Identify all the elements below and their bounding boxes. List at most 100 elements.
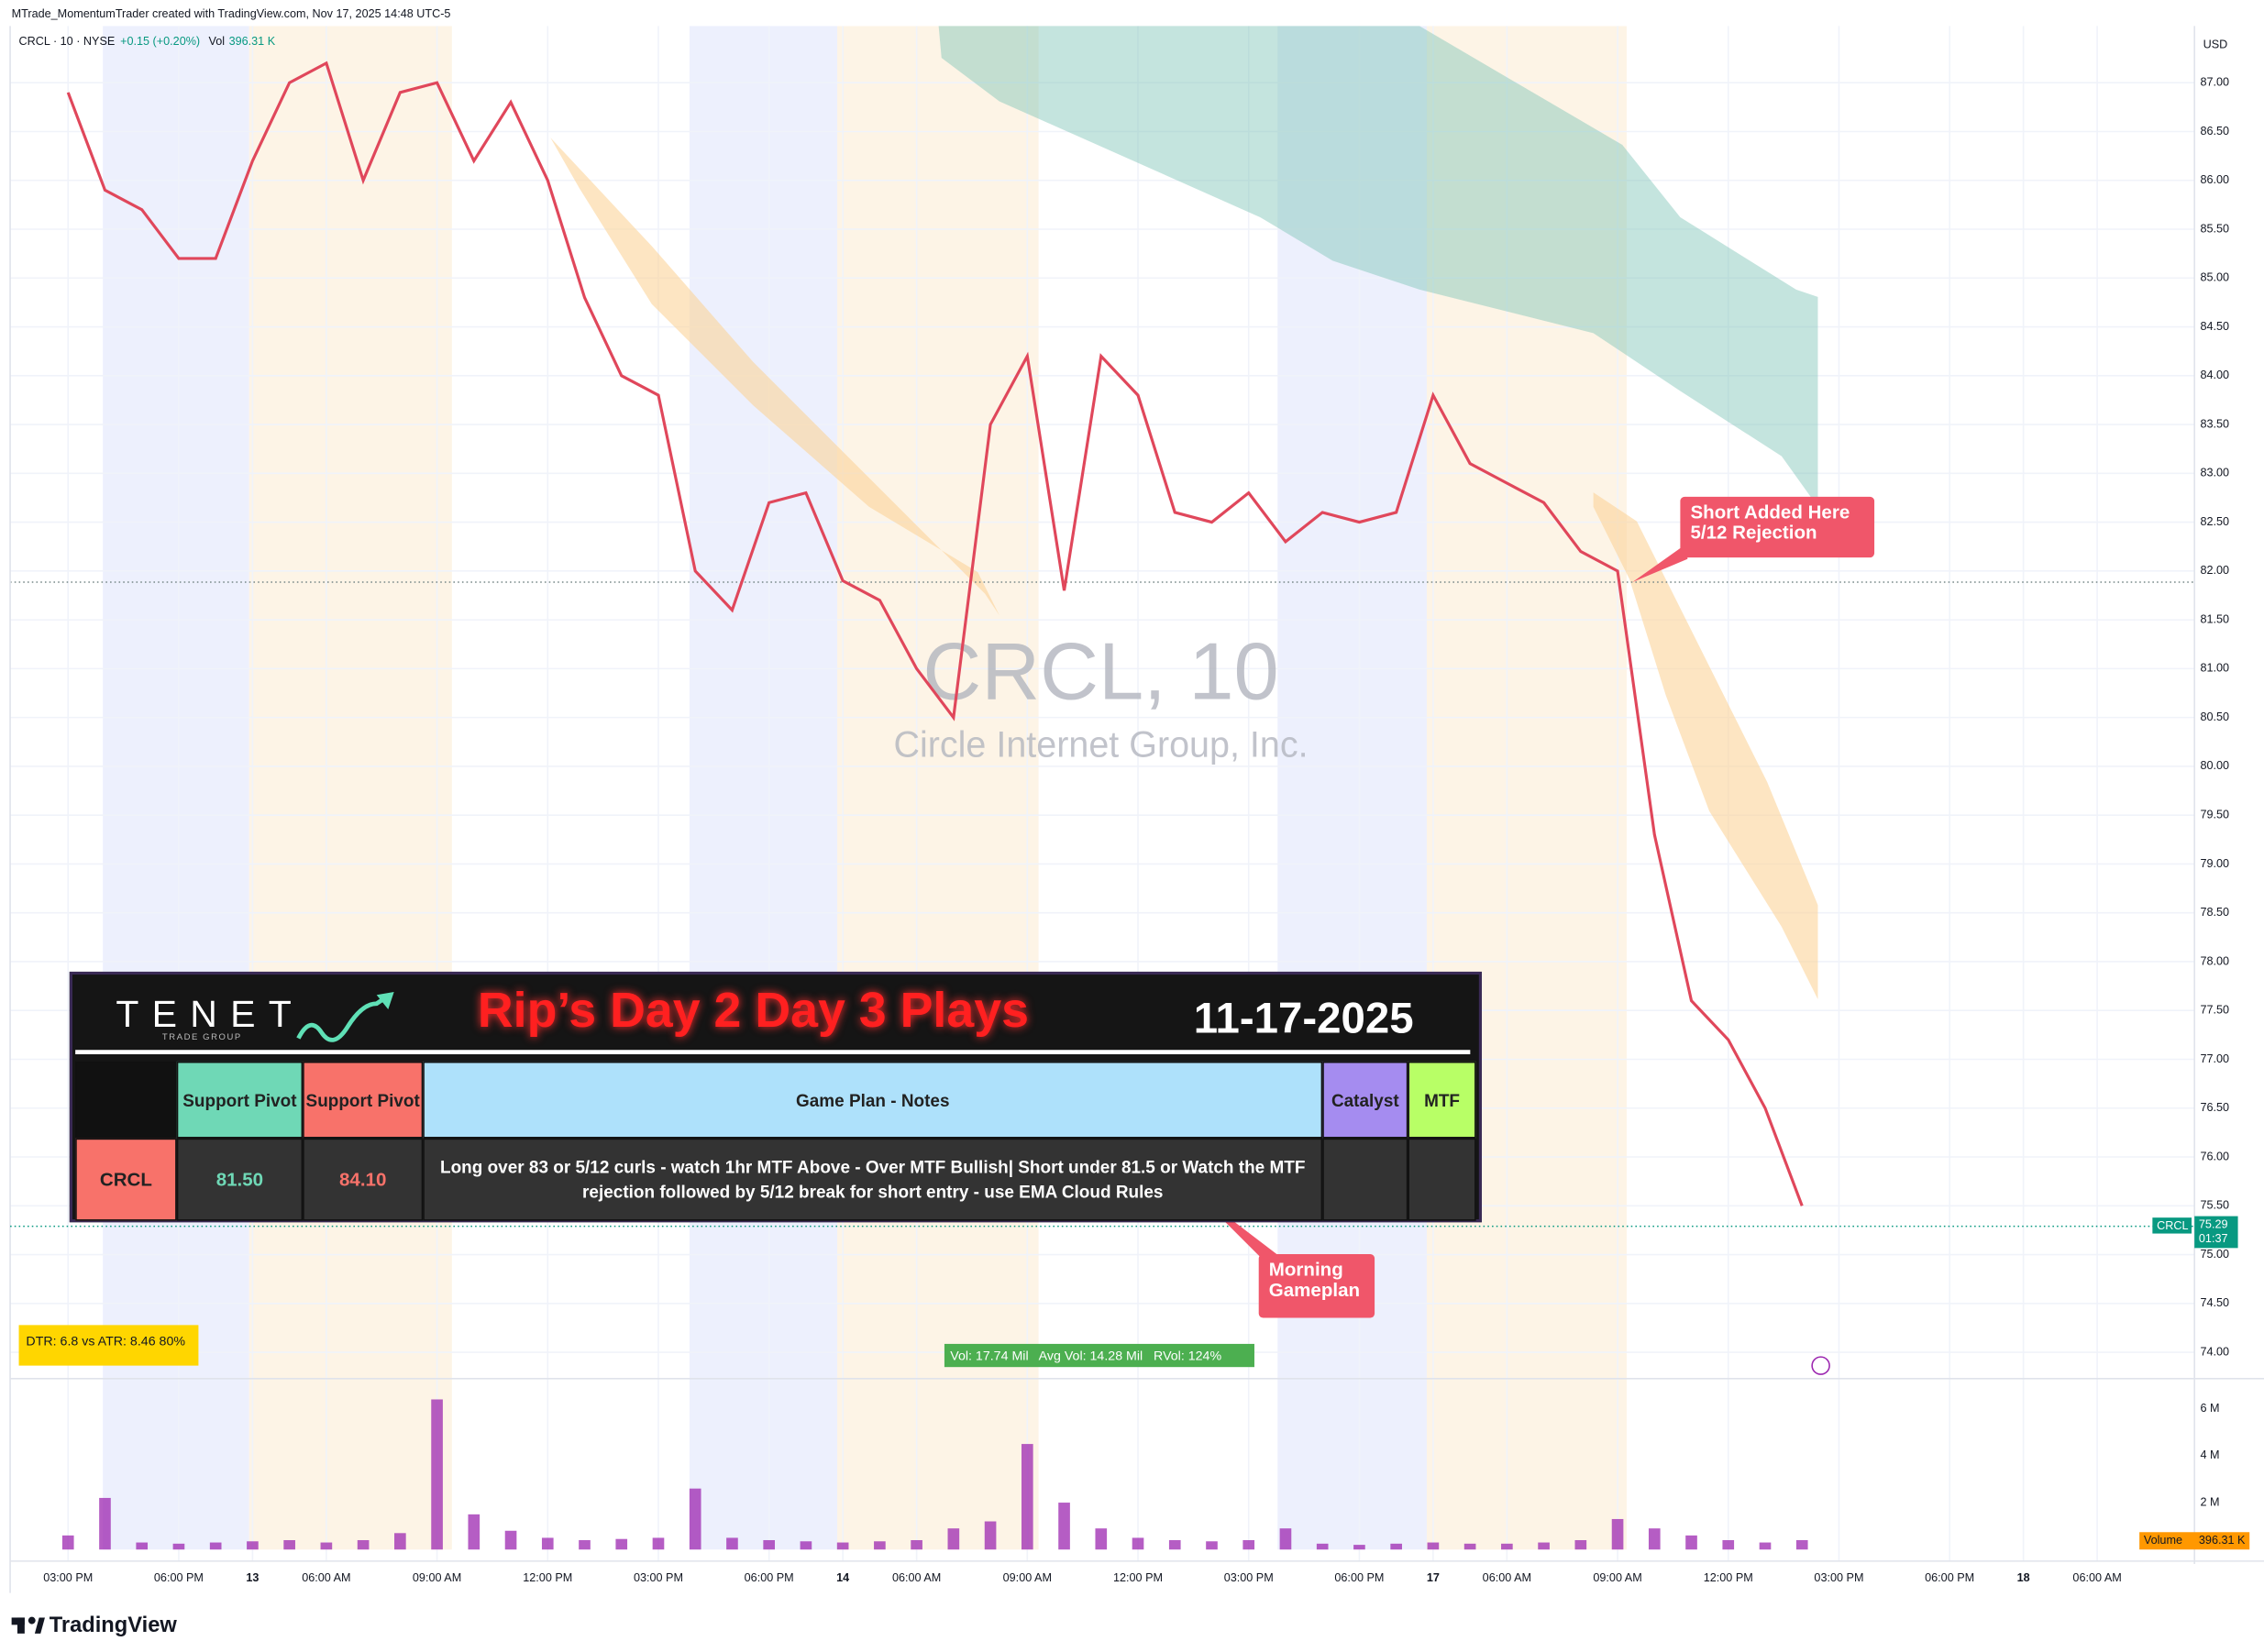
x-tick-label: 03:00 PM (1224, 1571, 1274, 1584)
y-tick-label: 76.50 (2200, 1101, 2229, 1114)
y-tick-label: 4 M (2200, 1448, 2219, 1461)
countdown: 01:37 (2199, 1232, 2228, 1245)
volume-bar (61, 1535, 74, 1550)
y-tick-label: 86.50 (2200, 125, 2229, 138)
volume-tag-value: 396.31 K (2199, 1534, 2246, 1547)
header-cell: Support Pivot (303, 1061, 424, 1139)
price-line (66, 61, 1804, 1206)
notes-cell: Long over 83 or 5/12 curls - watch 1hr M… (423, 1138, 1323, 1221)
x-tick-label: 06:00 PM (1925, 1571, 1974, 1584)
volume-bar (615, 1538, 628, 1550)
logo-arrow (296, 992, 394, 1042)
y-tick-label: 82.00 (2200, 564, 2229, 577)
header-cell (75, 1061, 177, 1139)
mtf-cell (1408, 1138, 1476, 1221)
volume-bar (726, 1537, 738, 1550)
y-tick-label: 81.50 (2200, 612, 2229, 625)
ticker-cell: CRCL (75, 1138, 177, 1221)
y-tick-label: 78.50 (2200, 906, 2229, 919)
logo-sub: TRADE GROUP (161, 1033, 242, 1043)
volume-bar (1279, 1528, 1292, 1550)
alert-icon (1811, 1356, 1830, 1375)
session-shade (103, 26, 249, 1550)
y-tick-label: 86.00 (2200, 173, 2229, 186)
ema-cloud (550, 138, 999, 616)
volume-bar (1316, 1543, 1329, 1550)
volume-bar (1206, 1541, 1218, 1550)
tradingview-logo (11, 1616, 45, 1634)
y-tick-label: 84.50 (2200, 320, 2229, 333)
currency: USD (2203, 38, 2228, 50)
x-tick-label: 14 (836, 1571, 849, 1584)
volume-bar (394, 1533, 406, 1550)
volume-bar (1759, 1542, 1772, 1550)
y-tick-label: 79.00 (2200, 857, 2229, 870)
watermark-subtitle: Circle Internet Group, Inc. (893, 725, 1308, 765)
symbol-legend: CRCL · 10 · NYSE (19, 35, 116, 48)
change: +0.15 (+0.20%) (120, 35, 200, 48)
volume-bar (1022, 1444, 1033, 1550)
x-tick-label: 12:00 PM (1113, 1571, 1163, 1584)
volume-bar (1463, 1543, 1476, 1550)
volume-bar (579, 1539, 591, 1550)
session-shade (837, 26, 1039, 1550)
x-tick-label: 13 (246, 1571, 259, 1584)
x-tick-label: 17 (1427, 1571, 1440, 1584)
session-shade (248, 26, 452, 1550)
volume-bar (283, 1539, 295, 1550)
volume-bar (320, 1542, 333, 1550)
watermark-title: CRCL, 10 (922, 626, 1278, 717)
callout-line: Short Added Here (1690, 501, 1850, 523)
callout-line: Gameplan (1268, 1278, 1361, 1301)
volume-bar (1168, 1539, 1181, 1550)
symbol-tag (2152, 1217, 2192, 1234)
x-tick-label: 06:00 AM (302, 1571, 350, 1584)
brand: TradingView (50, 1613, 178, 1637)
ema-cloud (1593, 492, 1818, 999)
header-cell: Support Pivot (176, 1061, 304, 1139)
rule (75, 1050, 1471, 1054)
pivot-cell: 84.10 (303, 1138, 424, 1221)
x-tick-label: 03:00 PM (1814, 1571, 1863, 1584)
credit: MTrade_MomentumTrader created with Tradi… (12, 7, 451, 20)
last-price: 75.29 (2199, 1217, 2228, 1230)
volume-bar (1058, 1503, 1070, 1550)
ema-cloud (938, 26, 1818, 507)
volume-bar (689, 1488, 701, 1550)
volume-tag-name: Volume (2144, 1534, 2182, 1547)
volume-bar (172, 1543, 185, 1550)
volume-bar (1538, 1542, 1550, 1550)
x-tick-label: 06:00 PM (154, 1571, 204, 1584)
y-tick-label: 74.50 (2200, 1296, 2229, 1309)
y-tick-label: 85.50 (2200, 222, 2229, 235)
x-tick-label: 12:00 PM (1704, 1571, 1753, 1584)
x-tick-label: 06:00 PM (1334, 1571, 1384, 1584)
volume-bar (911, 1539, 922, 1550)
y-tick-label: 82.50 (2200, 515, 2229, 528)
header-cell: MTF (1408, 1061, 1476, 1139)
volume-bar (1242, 1539, 1255, 1550)
volume-tag (2139, 1532, 2250, 1550)
volume-bar (1501, 1543, 1513, 1550)
x-tick-label: 06:00 PM (745, 1571, 794, 1584)
session-shade (1426, 26, 1627, 1550)
volume-bar (800, 1541, 812, 1550)
y-tick-label: 77.50 (2200, 1004, 2229, 1017)
gameplan-table: TENET TRADE GROUP Rip’s Day 2 Day 3 Play… (69, 971, 1482, 1223)
y-tick-label: 84.00 (2200, 369, 2229, 381)
y-tick-label: 6 M (2200, 1402, 2219, 1415)
volume-bar (136, 1542, 149, 1550)
y-tick-label: 2 M (2200, 1495, 2219, 1508)
volume-label: Vol (208, 35, 225, 48)
table-date: 11-17-2025 (1193, 995, 1414, 1043)
catalyst-cell (1322, 1138, 1408, 1221)
volume-bar (541, 1537, 554, 1550)
volume-bar (1390, 1543, 1402, 1550)
volume-bar (209, 1542, 222, 1550)
x-tick-label: 12:00 PM (523, 1571, 572, 1584)
volume-bar (357, 1539, 370, 1550)
callout-line: 5/12 Rejection (1690, 521, 1817, 544)
volume-bar (247, 1541, 259, 1550)
pivot-cell: 81.50 (176, 1138, 304, 1221)
